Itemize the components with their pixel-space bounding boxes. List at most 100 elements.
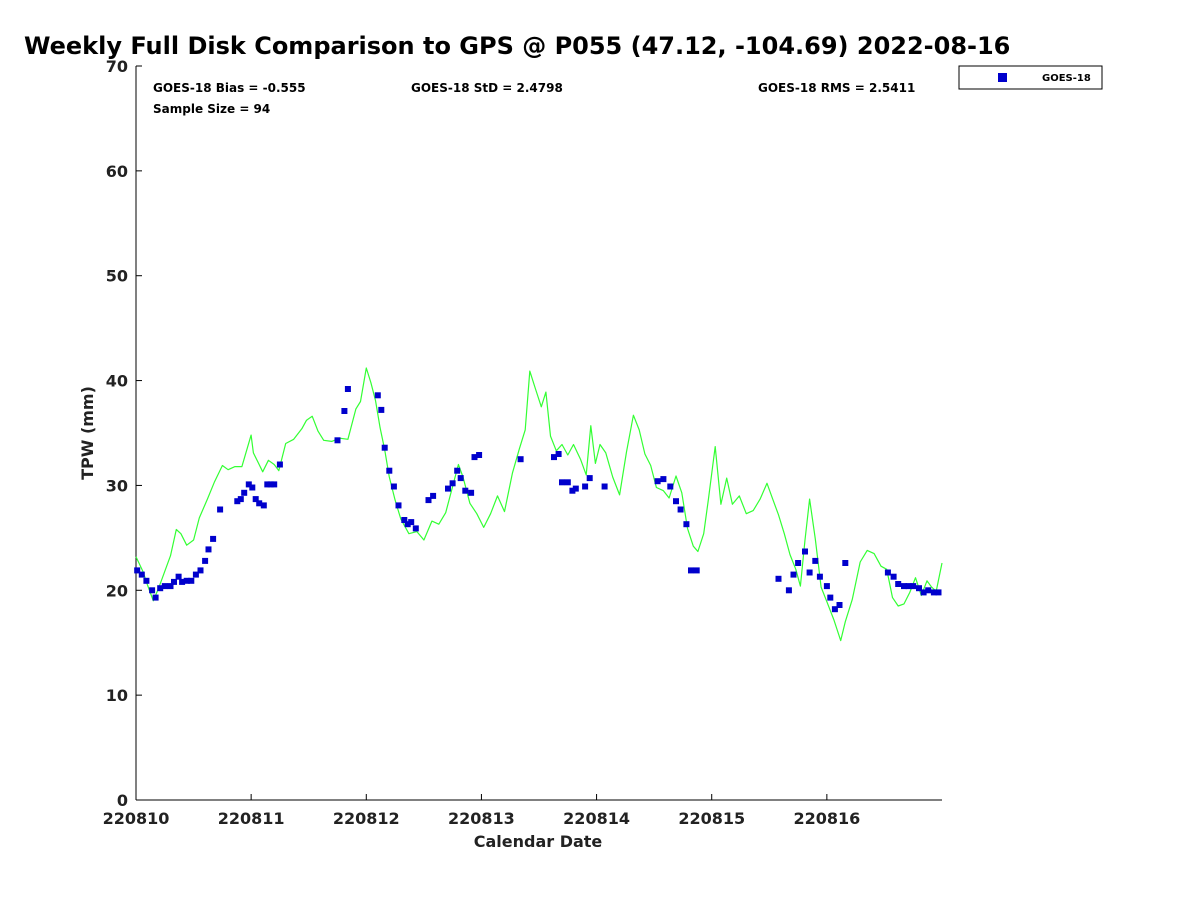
y-tick-label: 50 <box>106 267 128 286</box>
x-tick-label: 220814 <box>563 809 630 828</box>
goes18-point <box>175 573 182 580</box>
goes18-series <box>134 386 942 613</box>
goes18-point <box>161 583 168 590</box>
goes18-point <box>267 481 274 488</box>
y-tick-label: 0 <box>117 791 128 810</box>
goes18-point <box>457 475 464 482</box>
goes18-point <box>241 489 248 496</box>
goes18-point <box>806 569 813 576</box>
goes18-point <box>390 483 397 490</box>
goes18-point <box>930 589 937 596</box>
x-tick-label: 220813 <box>448 809 515 828</box>
goes18-point <box>569 487 576 494</box>
goes18-point <box>654 478 661 485</box>
goes18-point <box>785 587 792 594</box>
goes18-point <box>812 557 819 564</box>
goes18-point <box>188 577 195 584</box>
goes18-point <box>252 496 259 503</box>
goes18-point <box>677 506 684 513</box>
x-axis-ticks: 220810 220811 220812 220813 220814 220815 2208… <box>103 794 860 828</box>
goes18-point <box>823 583 830 590</box>
goes18-point <box>276 461 283 468</box>
sample-size-stat: Sample Size = 94 <box>153 102 270 116</box>
goes18-point <box>601 483 608 490</box>
goes18-point <box>555 451 562 457</box>
goes18-point <box>842 560 849 566</box>
y-tick-label: 40 <box>106 372 128 391</box>
goes18-point <box>660 476 667 483</box>
goes18-point <box>905 583 912 590</box>
goes18-point <box>916 585 922 592</box>
goes18-point <box>471 454 478 461</box>
goes18-point <box>901 583 907 590</box>
goes18-point <box>386 467 393 474</box>
goes18-point <box>572 485 579 492</box>
goes18-point <box>425 497 432 504</box>
goes18-point <box>831 606 838 613</box>
goes18-point <box>138 571 145 578</box>
goes18-point <box>920 589 927 596</box>
y-tick-label: 30 <box>106 476 128 495</box>
goes18-point <box>890 573 897 580</box>
goes18-point <box>183 577 190 584</box>
x-tick-label: 220815 <box>678 809 745 828</box>
goes18-point <box>910 583 917 590</box>
goes18-point <box>476 452 483 458</box>
goes18-point <box>404 521 411 528</box>
goes18-point <box>693 567 700 574</box>
x-tick-label: 220810 <box>103 809 170 828</box>
goes18-point <box>341 408 348 414</box>
goes18-point <box>143 577 150 584</box>
goes18-point <box>449 480 456 487</box>
goes18-point <box>374 392 381 399</box>
goes18-point <box>816 573 823 580</box>
goes18-point <box>836 602 843 608</box>
goes18-point <box>884 569 891 576</box>
goes18-point <box>551 454 557 461</box>
goes18-point <box>564 479 571 486</box>
goes18-point <box>192 571 199 578</box>
goes18-point <box>586 475 593 482</box>
goes18-point <box>688 567 694 574</box>
goes18-point <box>683 521 690 528</box>
goes18-point <box>245 481 252 488</box>
legend-goes18-marker <box>998 73 1007 82</box>
goes18-point <box>895 581 902 587</box>
goes18-point <box>249 484 256 491</box>
goes18-point <box>430 492 437 499</box>
goes18-point <box>234 498 241 505</box>
goes18-point <box>202 557 209 564</box>
goes18-point <box>334 437 341 444</box>
y-tick-label: 70 <box>106 57 128 76</box>
goes18-point <box>468 489 475 496</box>
legend-goes18-label: GOES-18 <box>1042 73 1091 84</box>
gps-line <box>135 367 943 642</box>
goes18-point <box>408 519 415 526</box>
gps-series <box>135 367 943 642</box>
goes18-point <box>802 548 808 555</box>
goes18-point <box>260 502 267 509</box>
goes18-point <box>179 578 186 585</box>
plot-area <box>135 66 942 801</box>
goes18-point <box>667 483 674 490</box>
goes18-point <box>344 386 351 392</box>
goes18-point <box>197 567 204 574</box>
std-stat: GOES-18 StD = 2.4798 <box>411 81 563 95</box>
goes18-point <box>381 444 388 451</box>
goes18-point <box>925 587 932 594</box>
goes18-point <box>795 560 802 566</box>
goes18-point <box>171 578 177 585</box>
goes18-point <box>827 594 834 601</box>
goes18-point <box>454 467 461 474</box>
goes18-point <box>237 496 244 503</box>
goes18-point <box>210 535 217 542</box>
goes18-point <box>401 517 408 523</box>
goes18-point <box>271 481 278 488</box>
goes18-point <box>167 583 174 590</box>
goes18-point <box>517 456 524 463</box>
x-tick-label: 220816 <box>793 809 860 828</box>
goes18-point <box>157 585 164 592</box>
goes18-point <box>790 571 797 578</box>
